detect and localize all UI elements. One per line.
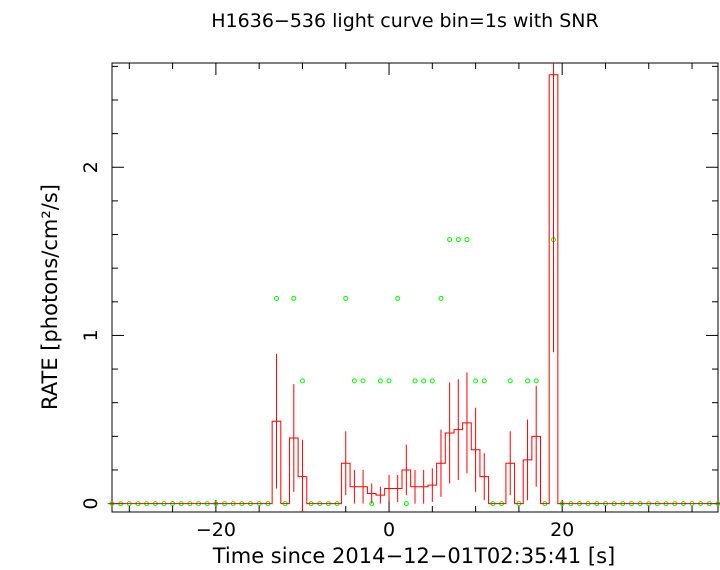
x-tick-label: 20 xyxy=(550,519,574,541)
snr-point xyxy=(403,501,409,507)
snr-point xyxy=(412,378,418,384)
snr-point xyxy=(481,378,487,384)
rate-series xyxy=(107,63,720,512)
snr-point xyxy=(507,378,513,384)
chart-title: H1636−536 light curve bin=1s with SNR xyxy=(211,10,598,32)
x-axis-label: Time since 2014−12−01T02:35:41 [s] xyxy=(212,544,616,568)
snr-point xyxy=(421,378,427,384)
x-tick-label: −20 xyxy=(196,519,236,541)
plot-frame xyxy=(111,62,719,513)
snr-point xyxy=(533,378,539,384)
snr-point xyxy=(351,378,357,384)
snr-point xyxy=(447,237,453,243)
snr-point xyxy=(343,295,349,301)
y-tick-label: 1 xyxy=(80,329,102,341)
snr-point xyxy=(386,378,392,384)
y-axis-label: RATE [photons/cm²/s] xyxy=(38,184,62,410)
snr-point xyxy=(473,378,479,384)
snr-point xyxy=(525,378,531,384)
x-tick-label: 0 xyxy=(383,519,395,541)
y-tick-label: 2 xyxy=(80,161,102,173)
snr-point xyxy=(429,378,435,384)
snr-point xyxy=(438,295,444,301)
y-tick-label: 0 xyxy=(80,498,102,510)
snr-point xyxy=(299,378,305,384)
axis-tick-labels: −20 0 20 0 1 2 xyxy=(80,161,574,541)
axis-ticks xyxy=(112,63,718,512)
snr-point xyxy=(273,295,279,301)
snr-point xyxy=(360,378,366,384)
snr-point xyxy=(395,295,401,301)
snr-point xyxy=(455,237,461,243)
snr-point xyxy=(377,378,383,384)
snr-point xyxy=(464,237,470,243)
snr-series xyxy=(109,237,720,507)
snr-point xyxy=(291,295,297,301)
rate-step-line xyxy=(107,74,720,505)
